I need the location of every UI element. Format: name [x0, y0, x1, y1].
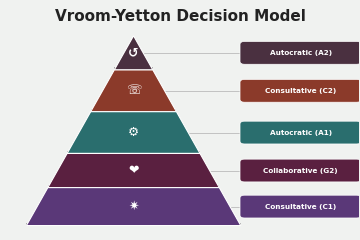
Text: ↺: ↺ — [128, 46, 139, 59]
FancyBboxPatch shape — [240, 195, 360, 218]
Text: Collaborative (G2): Collaborative (G2) — [263, 168, 338, 174]
Polygon shape — [114, 36, 153, 70]
FancyBboxPatch shape — [240, 121, 360, 144]
FancyBboxPatch shape — [240, 159, 360, 182]
Text: Consultative (C1): Consultative (C1) — [265, 204, 336, 210]
FancyBboxPatch shape — [240, 42, 360, 64]
Polygon shape — [26, 188, 241, 226]
Text: Vroom-Yetton Decision Model: Vroom-Yetton Decision Model — [55, 8, 305, 24]
Text: Autocratic (A2): Autocratic (A2) — [270, 50, 332, 56]
Polygon shape — [91, 109, 176, 112]
Text: Autocratic (A1): Autocratic (A1) — [270, 130, 332, 136]
Polygon shape — [26, 223, 241, 226]
Text: ✷: ✷ — [128, 200, 139, 213]
Polygon shape — [67, 151, 200, 153]
Text: ⚙: ⚙ — [128, 126, 139, 139]
Polygon shape — [91, 70, 176, 112]
Text: ❤: ❤ — [128, 164, 139, 177]
Polygon shape — [67, 112, 200, 153]
FancyBboxPatch shape — [240, 79, 360, 102]
Polygon shape — [48, 185, 219, 188]
Polygon shape — [48, 153, 219, 188]
Text: Consultative (C2): Consultative (C2) — [265, 88, 336, 94]
Text: ☏: ☏ — [126, 84, 141, 97]
Polygon shape — [114, 67, 153, 70]
